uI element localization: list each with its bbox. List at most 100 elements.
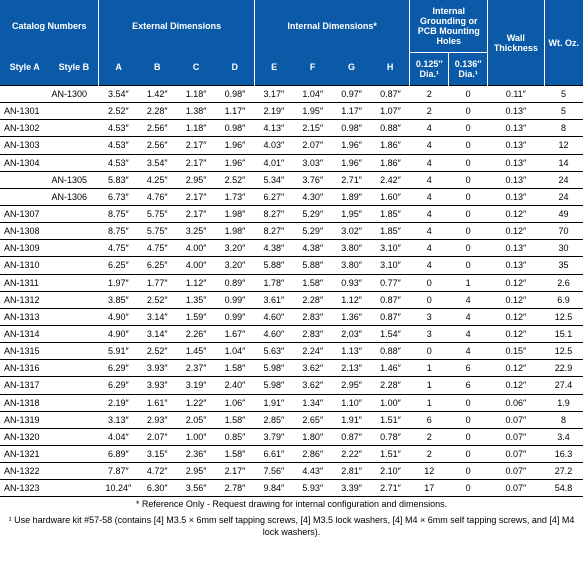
cell-E: 4.01″ (254, 154, 293, 171)
cell-h1: 4 (410, 188, 449, 205)
cell-wall: 0.12″ (488, 205, 545, 222)
cell-G: 1.95″ (332, 205, 371, 222)
cell-wall: 0.13″ (488, 103, 545, 120)
cell-G: 0.93″ (332, 274, 371, 291)
table-body: AN-13003.54″1.42″1.18″0.98″3.17″1.04″0.9… (0, 86, 583, 497)
cell-wt: 1.9 (544, 394, 583, 411)
cell-E: 4.13″ (254, 120, 293, 137)
cell-styleA: AN-1314 (0, 325, 49, 342)
table-row: AN-13193.13″2.93″2.05″1.58″2.85″2.65″1.9… (0, 411, 583, 428)
cell-h2: 0 (449, 171, 488, 188)
cell-h2: 1 (449, 274, 488, 291)
cell-D: 0.98″ (216, 86, 255, 103)
cell-styleB (49, 103, 98, 120)
cell-h2: 4 (449, 325, 488, 342)
cell-A: 2.52″ (99, 103, 138, 120)
cell-G: 1.96″ (332, 137, 371, 154)
cell-styleA: AN-1318 (0, 394, 49, 411)
cell-E: 4.38″ (254, 240, 293, 257)
cell-wt: 15.1 (544, 325, 583, 342)
cell-C: 1.38″ (177, 103, 216, 120)
cell-h1: 3 (410, 308, 449, 325)
cell-h2: 0 (449, 154, 488, 171)
cell-G: 2.71″ (332, 171, 371, 188)
hdr-H: H (371, 53, 410, 86)
cell-G: 3.39″ (332, 480, 371, 497)
cell-wall: 0.13″ (488, 257, 545, 274)
hdr-F: F (293, 53, 332, 86)
cell-wall: 0.06″ (488, 394, 545, 411)
cell-h2: 0 (449, 463, 488, 480)
cell-B: 4.72″ (138, 463, 177, 480)
cell-h1: 1 (410, 394, 449, 411)
cell-h1: 4 (410, 240, 449, 257)
cell-H: 1.51″ (371, 445, 410, 462)
cell-styleB (49, 377, 98, 394)
cell-G: 0.98″ (332, 120, 371, 137)
cell-wt: 27.4 (544, 377, 583, 394)
cell-styleB (49, 343, 98, 360)
cell-H: 2.10″ (371, 463, 410, 480)
cell-styleA (0, 86, 49, 103)
cell-E: 5.63″ (254, 343, 293, 360)
cell-C: 1.59″ (177, 308, 216, 325)
cell-B: 2.52″ (138, 291, 177, 308)
cell-B: 4.75″ (138, 240, 177, 257)
cell-styleB (49, 154, 98, 171)
hdr-hole1: 0.125″ Dia.¹ (410, 53, 449, 86)
cell-B: 3.54″ (138, 154, 177, 171)
cell-F: 2.83″ (293, 308, 332, 325)
cell-G: 3.02″ (332, 223, 371, 240)
cell-C: 1.45″ (177, 343, 216, 360)
cell-G: 2.81″ (332, 463, 371, 480)
cell-C: 3.56″ (177, 480, 216, 497)
cell-h1: 4 (410, 257, 449, 274)
cell-C: 4.00″ (177, 240, 216, 257)
cell-D: 1.67″ (216, 325, 255, 342)
cell-H: 0.78″ (371, 428, 410, 445)
cell-C: 1.00″ (177, 428, 216, 445)
cell-B: 3.15″ (138, 445, 177, 462)
cell-H: 1.00″ (371, 394, 410, 411)
cell-h1: 6 (410, 411, 449, 428)
table-row: AN-13066.73″4.76″2.17″1.73″6.27″4.30″1.8… (0, 188, 583, 205)
cell-F: 3.03″ (293, 154, 332, 171)
cell-D: 1.58″ (216, 445, 255, 462)
cell-A: 5.91″ (99, 343, 138, 360)
cell-F: 2.07″ (293, 137, 332, 154)
cell-B: 4.25″ (138, 171, 177, 188)
cell-h1: 3 (410, 325, 449, 342)
cell-styleA: AN-1310 (0, 257, 49, 274)
cell-A: 7.87″ (99, 463, 138, 480)
cell-h1: 2 (410, 445, 449, 462)
cell-h1: 0 (410, 291, 449, 308)
cell-F: 3.62″ (293, 360, 332, 377)
cell-h2: 0 (449, 411, 488, 428)
cell-h1: 0 (410, 274, 449, 291)
cell-E: 2.85″ (254, 411, 293, 428)
cell-styleB (49, 240, 98, 257)
cell-h2: 0 (449, 205, 488, 222)
cell-h2: 0 (449, 103, 488, 120)
cell-H: 0.88″ (371, 343, 410, 360)
cell-D: 1.73″ (216, 188, 255, 205)
cell-h1: 4 (410, 205, 449, 222)
cell-styleB (49, 463, 98, 480)
cell-B: 3.93″ (138, 360, 177, 377)
cell-styleB: AN-1305 (49, 171, 98, 188)
cell-G: 3.80″ (332, 257, 371, 274)
table-row: AN-132310.24″6.30″3.56″2.78″9.84″5.93″3.… (0, 480, 583, 497)
cell-styleA: AN-1302 (0, 120, 49, 137)
cell-h1: 4 (410, 154, 449, 171)
cell-B: 2.56″ (138, 137, 177, 154)
cell-H: 1.46″ (371, 360, 410, 377)
cell-styleA: AN-1309 (0, 240, 49, 257)
cell-G: 1.13″ (332, 343, 371, 360)
hdr-A: A (99, 53, 138, 86)
cell-C: 1.18″ (177, 120, 216, 137)
cell-D: 2.40″ (216, 377, 255, 394)
cell-wall: 0.15″ (488, 343, 545, 360)
cell-h1: 4 (410, 223, 449, 240)
cell-E: 3.17″ (254, 86, 293, 103)
cell-C: 2.95″ (177, 463, 216, 480)
